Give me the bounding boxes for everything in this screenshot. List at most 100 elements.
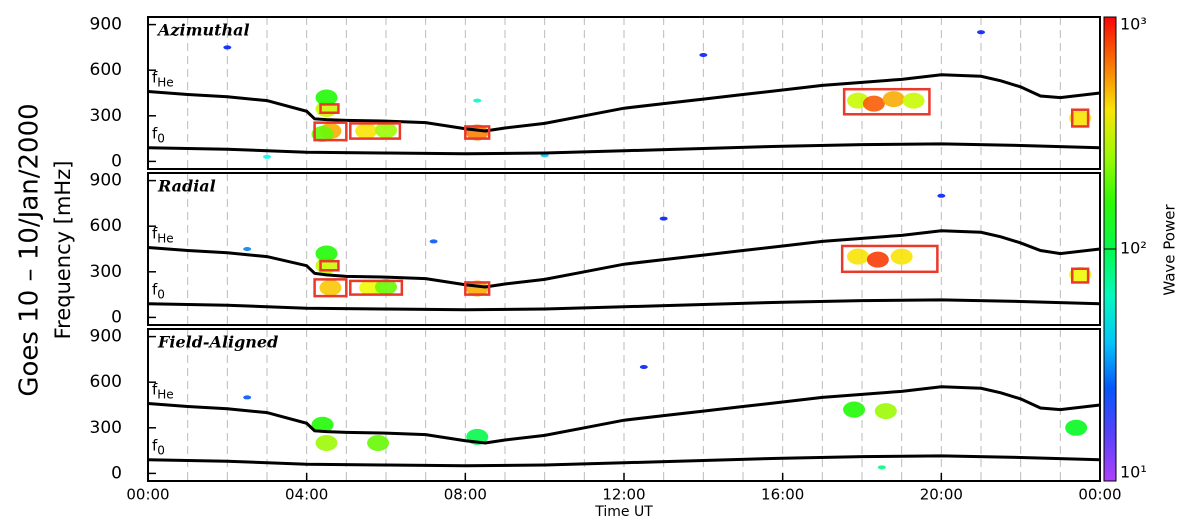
- series-label-name: f: [152, 380, 158, 398]
- highlight-box: [319, 103, 340, 115]
- wave-power-patch: [359, 279, 382, 296]
- y-tick-label: 600: [90, 60, 122, 80]
- highlight-box: [319, 259, 340, 272]
- wave-power-patch: [659, 216, 668, 221]
- series-line: [147, 385, 1101, 445]
- series-label: fHe: [152, 224, 174, 245]
- colorbar-tick-label: 10³: [1120, 15, 1147, 34]
- series-line: [147, 229, 1101, 289]
- series-label-name: f: [152, 124, 158, 142]
- y-tick-label: 900: [90, 171, 122, 191]
- wave-power-patch: [902, 92, 925, 109]
- y-tick-label: 900: [90, 327, 122, 347]
- wave-power-patch: [263, 154, 271, 159]
- wave-power-patch: [367, 435, 390, 451]
- wave-power-patch: [473, 98, 482, 103]
- wave-power-patch: [223, 45, 232, 50]
- highlight-box: [313, 278, 348, 298]
- series-label-name: f: [152, 68, 158, 86]
- x-tick-label: 04:00: [285, 486, 328, 504]
- series-line: [147, 454, 1101, 468]
- y-tick-label: 300: [90, 106, 122, 126]
- series-label-subscript: 0: [157, 443, 165, 457]
- wave-power-patch: [1069, 266, 1092, 283]
- wave-power-patch: [977, 30, 985, 35]
- wave-power-patch: [877, 465, 886, 470]
- x-tick-label: 08:00: [444, 486, 487, 504]
- highlight-box: [842, 87, 931, 116]
- series-label-subscript: 0: [157, 287, 165, 301]
- x-tick-label: 16:00: [761, 486, 804, 504]
- wave-power-patch: [882, 91, 905, 108]
- y-tick-label: 300: [90, 418, 122, 438]
- wave-power-patch: [311, 416, 334, 433]
- panel-frame: [147, 328, 1101, 482]
- x-axis-label: Time UT: [594, 504, 653, 520]
- x-tick-label: 12:00: [602, 486, 645, 504]
- y-axis-label: Frequency [mHz]: [51, 161, 75, 340]
- y-tick-label: 900: [90, 15, 122, 35]
- x-tick-label: 20:00: [920, 486, 963, 504]
- series-line: [147, 142, 1101, 156]
- x-tick-label: 00:00: [126, 486, 169, 504]
- highlight-box: [1070, 108, 1090, 128]
- panel-title: Radial: [157, 177, 216, 196]
- x-tick-label: 00:00: [1078, 486, 1121, 504]
- wave-power-patch: [315, 435, 338, 451]
- wave-power-patch: [639, 365, 648, 369]
- colorbar-tick-label: 10¹: [1120, 463, 1147, 482]
- wave-power-patch: [874, 403, 897, 420]
- y-tick-label: 0: [111, 463, 122, 483]
- y-tick-label: 300: [90, 262, 122, 282]
- panel-frame: [147, 16, 1101, 170]
- wave-power-patch: [355, 123, 378, 139]
- wave-power-patch: [243, 395, 252, 400]
- wave-power-patch: [699, 53, 708, 57]
- series-label-name: f: [152, 280, 158, 298]
- highlight-box: [349, 279, 404, 296]
- wave-power-patch: [890, 248, 913, 265]
- highlight-box: [313, 121, 348, 142]
- highlight-box: [464, 281, 491, 296]
- wave-power-patch: [319, 279, 342, 296]
- y-tick-label: 600: [90, 216, 122, 236]
- highlight-box: [1070, 267, 1090, 284]
- series-line: [147, 73, 1101, 133]
- series-label: f0: [152, 280, 165, 301]
- highlight-box: [840, 244, 939, 274]
- panel-title: Azimuthal: [156, 21, 250, 40]
- chart-title: Goes 10 – 10/Jan/2000: [15, 103, 45, 396]
- highlight-box: [464, 125, 491, 140]
- wave-power-patch: [243, 247, 252, 251]
- series-label-subscript: He: [157, 387, 173, 401]
- colorbar-tick-label: 10²: [1120, 239, 1147, 258]
- wave-power-patch: [375, 279, 397, 295]
- y-tick-label: 0: [111, 307, 122, 327]
- wave-power-patch: [1069, 110, 1092, 127]
- series-label: fHe: [152, 380, 174, 401]
- wave-power-patch: [862, 95, 885, 112]
- wave-power-patch: [866, 251, 889, 268]
- wave-power-patch: [315, 89, 338, 106]
- colorbar-label: Wave Power: [1161, 204, 1179, 296]
- wave-power-patch: [1065, 419, 1088, 436]
- panel-frame: [147, 172, 1101, 326]
- highlight-box: [349, 122, 402, 140]
- series-label: f0: [152, 124, 165, 145]
- panel-title: Field-Aligned: [157, 333, 278, 352]
- series-label-name: f: [152, 224, 158, 242]
- series-label-subscript: He: [157, 75, 173, 89]
- series-label-subscript: He: [157, 231, 173, 245]
- y-tick-label: 0: [111, 151, 122, 171]
- series-label-subscript: 0: [157, 131, 165, 145]
- series-label: f0: [152, 436, 165, 457]
- wave-power-patch: [311, 126, 334, 143]
- wave-power-patch: [843, 401, 866, 418]
- series-label-name: f: [152, 436, 158, 454]
- wave-power-patch: [375, 122, 397, 139]
- wave-power-patch: [937, 193, 946, 198]
- series-label: fHe: [152, 68, 174, 89]
- wave-power-patch: [429, 239, 438, 244]
- y-tick-label: 600: [90, 372, 122, 392]
